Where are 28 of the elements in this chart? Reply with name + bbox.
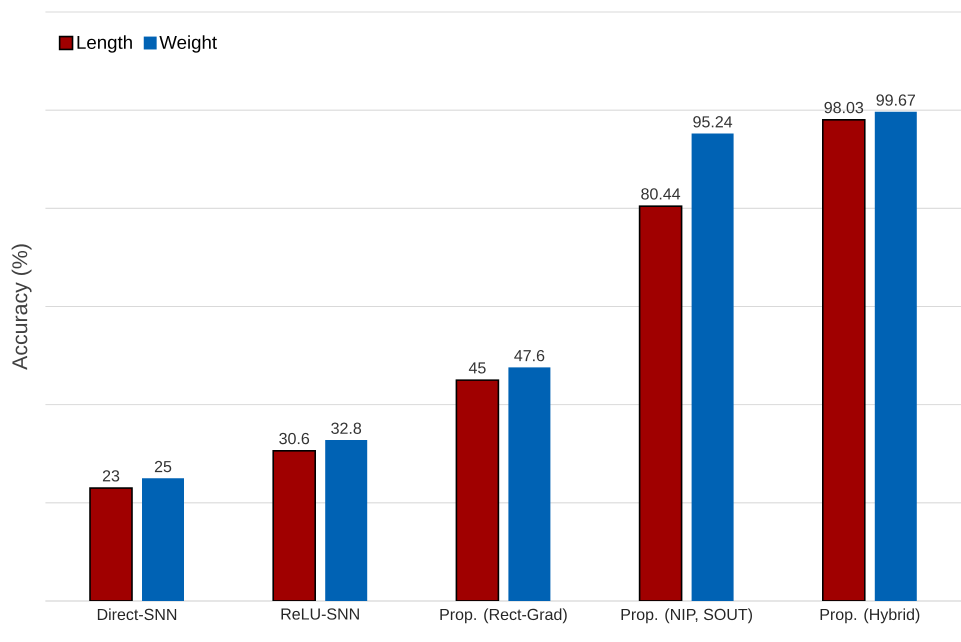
y-axis-title: Accuracy (%) [12,244,32,370]
data-label: 95.24 [693,116,732,128]
data-label: 80.44 [641,188,680,200]
data-label: 25 [154,460,172,472]
bar [874,112,917,601]
bar [142,478,184,601]
x-tick-label: Prop. (NIP, SOUT) [622,608,752,624]
legend-label: Length [78,35,132,53]
x-tick-label: Prop. (Hybrid) [820,608,920,624]
bar [456,379,500,601]
bar [89,487,133,601]
bar [272,450,316,601]
x-tick-label: Prop. (Rect-Grad) [440,608,567,624]
data-label: 32.8 [331,422,362,434]
data-label: 98.03 [824,102,864,114]
bar [325,440,368,601]
data-label: 45 [468,362,486,374]
bar [508,367,550,601]
bar [822,119,866,601]
legend-label: Weight [159,35,217,53]
data-label: 99.67 [876,94,916,106]
x-tick-label: ReLU-SNN [282,608,359,620]
data-label: 47.6 [514,350,544,362]
bar [638,205,682,601]
data-label: 23 [102,470,120,482]
x-tick-label: Direct-SNN [98,608,176,620]
data-label: 30.6 [279,432,310,444]
bar [692,134,734,601]
